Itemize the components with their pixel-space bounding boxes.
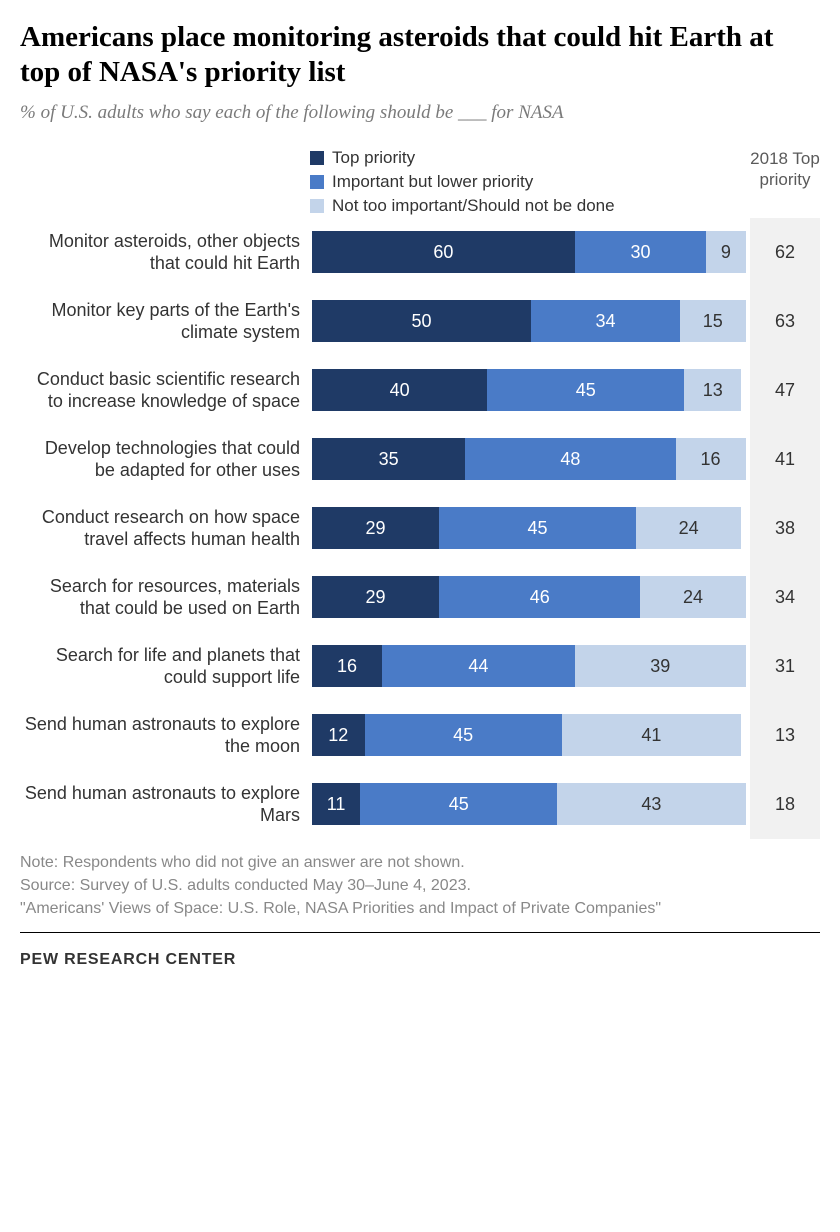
- row-label: Monitor key parts of the Earth's climate…: [20, 299, 312, 344]
- bar-segment-not_important: 15: [680, 300, 746, 342]
- bar-segment-important: 45: [365, 714, 562, 756]
- row-label: Send human astronauts to explore the moo…: [20, 713, 312, 758]
- chart-row: Conduct basic scientific research to inc…: [20, 368, 820, 413]
- bar: 503415: [312, 300, 750, 342]
- chart-rows: Monitor asteroids, other objects that co…: [20, 230, 820, 827]
- row-label: Conduct research on how space travel aff…: [20, 506, 312, 551]
- note-line: Source: Survey of U.S. adults conducted …: [20, 874, 820, 897]
- bar-segment-top: 40: [312, 369, 487, 411]
- legend-item: Not too important/Should not be done: [310, 196, 750, 216]
- legend-swatch: [310, 151, 324, 165]
- bar-segment-top: 35: [312, 438, 465, 480]
- bar-segment-important: 45: [487, 369, 684, 411]
- year-2018-value: 38: [750, 494, 820, 563]
- row-label: Develop technologies that could be adapt…: [20, 437, 312, 482]
- bar-segment-top: 29: [312, 507, 439, 549]
- bar-segment-top: 16: [312, 645, 382, 687]
- year-2018-value: 47: [750, 356, 820, 425]
- year-2018-value: 63: [750, 287, 820, 356]
- bar-segment-not_important: 43: [557, 783, 745, 825]
- year-2018-value: 31: [750, 632, 820, 701]
- bar-segment-not_important: 16: [676, 438, 746, 480]
- bar: 114543: [312, 783, 750, 825]
- chart-row: Search for resources, materials that cou…: [20, 575, 820, 620]
- row-label: Conduct basic scientific research to inc…: [20, 368, 312, 413]
- row-label: Send human astronauts to explore Mars: [20, 782, 312, 827]
- chart-title: Americans place monitoring asteroids tha…: [20, 20, 820, 90]
- bar-segment-important: 46: [439, 576, 640, 618]
- bar-segment-important: 30: [575, 231, 706, 273]
- bar-segment-not_important: 24: [640, 576, 745, 618]
- legend-label: Not too important/Should not be done: [332, 196, 615, 216]
- year-2018-value: 34: [750, 563, 820, 632]
- bar-segment-top: 60: [312, 231, 575, 273]
- bar-segment-not_important: 41: [562, 714, 742, 756]
- bar-segment-important: 44: [382, 645, 575, 687]
- bar-segment-top: 11: [312, 783, 360, 825]
- note-line: "Americans' Views of Space: U.S. Role, N…: [20, 897, 820, 920]
- chart-row: Send human astronauts to explore Mars114…: [20, 782, 820, 827]
- chart-row: Conduct research on how space travel aff…: [20, 506, 820, 551]
- bar-segment-important: 48: [465, 438, 675, 480]
- chart-subtitle: % of U.S. adults who say each of the fol…: [20, 102, 820, 124]
- year-2018-value: 13: [750, 701, 820, 770]
- chart-row: Monitor key parts of the Earth's climate…: [20, 299, 820, 344]
- legend-item: Important but lower priority: [310, 172, 750, 192]
- divider: [20, 932, 820, 933]
- chart-row: Search for life and planets that could s…: [20, 644, 820, 689]
- bar-segment-not_important: 39: [575, 645, 746, 687]
- bar: 164439: [312, 645, 750, 687]
- legend: Top priority Important but lower priority…: [300, 148, 750, 230]
- chart-row: Send human astronauts to explore the moo…: [20, 713, 820, 758]
- bar: 354816: [312, 438, 750, 480]
- year-2018-value: 18: [750, 770, 820, 839]
- year-2018-value: 41: [750, 425, 820, 494]
- bar: 124541: [312, 714, 750, 756]
- bar: 294524: [312, 507, 750, 549]
- bar: 404513: [312, 369, 750, 411]
- bar: 294624: [312, 576, 750, 618]
- legend-swatch: [310, 199, 324, 213]
- legend-label: Top priority: [332, 148, 415, 168]
- chart-notes: Note: Respondents who did not give an an…: [20, 851, 820, 921]
- bar-segment-not_important: 24: [636, 507, 741, 549]
- legend-row: Top priority Important but lower priority…: [20, 148, 820, 230]
- bar-segment-important: 34: [531, 300, 680, 342]
- year-column-header: 2018 Top priority: [750, 148, 820, 191]
- year-2018-value: 62: [750, 218, 820, 287]
- bar-segment-top: 29: [312, 576, 439, 618]
- legend-label: Important but lower priority: [332, 172, 533, 192]
- row-label: Monitor asteroids, other objects that co…: [20, 230, 312, 275]
- bar-segment-not_important: 9: [706, 231, 745, 273]
- legend-swatch: [310, 175, 324, 189]
- bar-segment-important: 45: [439, 507, 636, 549]
- bar-segment-important: 45: [360, 783, 557, 825]
- source-org: PEW RESEARCH CENTER: [20, 951, 820, 969]
- bar: 60309: [312, 231, 750, 273]
- chart: Top priority Important but lower priority…: [20, 148, 820, 827]
- chart-row: Monitor asteroids, other objects that co…: [20, 230, 820, 275]
- bar-segment-not_important: 13: [684, 369, 741, 411]
- note-line: Note: Respondents who did not give an an…: [20, 851, 820, 874]
- chart-row: Develop technologies that could be adapt…: [20, 437, 820, 482]
- row-label: Search for life and planets that could s…: [20, 644, 312, 689]
- row-label: Search for resources, materials that cou…: [20, 575, 312, 620]
- bar-segment-top: 12: [312, 714, 365, 756]
- legend-item: Top priority: [310, 148, 750, 168]
- bar-segment-top: 50: [312, 300, 531, 342]
